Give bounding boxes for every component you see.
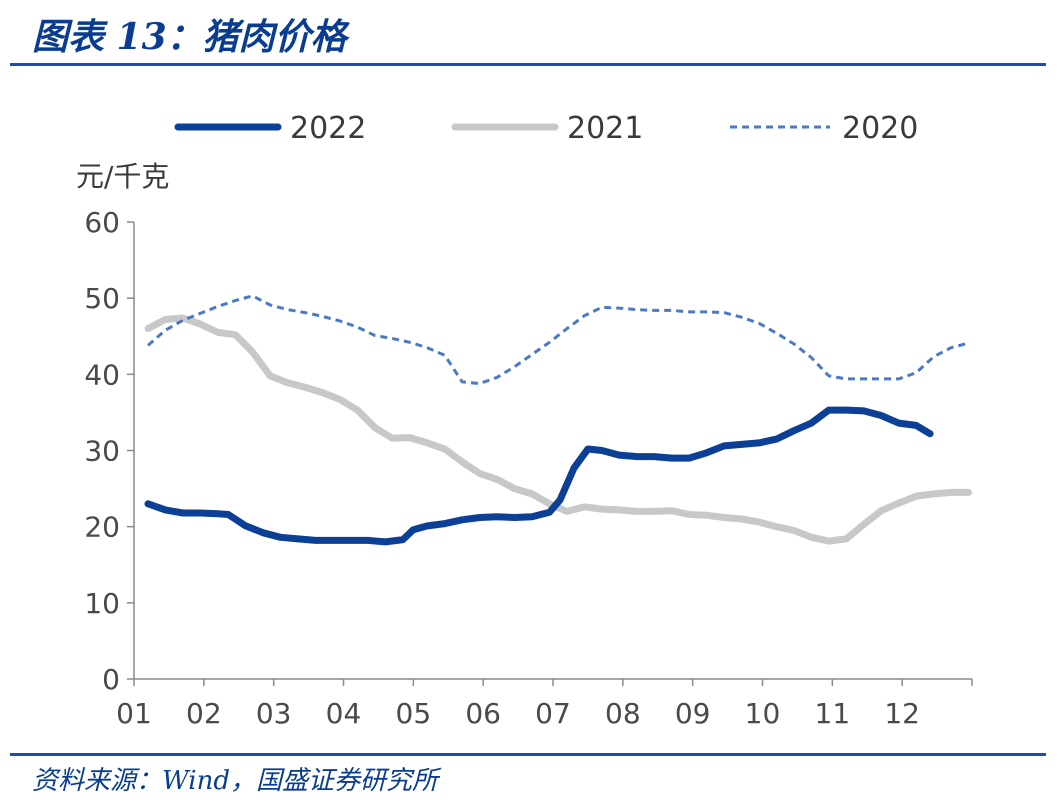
legend-label-2020: 2020 — [842, 111, 918, 146]
chart-series — [144, 294, 972, 546]
x-tick-label: 04 — [326, 697, 362, 730]
series-line-2022 — [144, 406, 934, 546]
legend-label-2022: 2022 — [290, 111, 366, 146]
y-axis-unit-label: 元/千克 — [76, 160, 169, 193]
y-tick-label: 60 — [84, 206, 120, 239]
x-tick-label: 06 — [465, 697, 501, 730]
x-tick-label: 08 — [605, 697, 641, 730]
legend-label-2021: 2021 — [567, 111, 643, 146]
chart-legend: 2022 2021 2020 — [174, 111, 918, 146]
x-tick-label: 01 — [116, 697, 152, 730]
title-divider — [10, 63, 1046, 66]
x-tick-label: 07 — [535, 697, 571, 730]
x-tick-label: 09 — [675, 697, 711, 730]
series-line-2021 — [144, 314, 972, 545]
x-tick-label: 02 — [186, 697, 222, 730]
y-tick-label: 10 — [84, 587, 120, 620]
y-tick-label: 40 — [84, 358, 120, 391]
x-tick-label: 12 — [884, 697, 920, 730]
footer-divider — [10, 753, 1046, 756]
x-tick-label: 03 — [256, 697, 292, 730]
x-tick-label: 11 — [815, 697, 851, 730]
y-tick-label: 0 — [102, 663, 120, 696]
chart-axes: 0 10 20 30 40 50 60 01 02 03 04 05 06 07 08 09 10 11 12 — [84, 206, 973, 730]
y-tick-label: 50 — [84, 282, 120, 315]
source-note: 资料来源：Wind，国盛证券研究所 — [32, 766, 438, 796]
x-tick-label: 10 — [745, 697, 781, 730]
y-tick-label: 20 — [84, 511, 120, 544]
y-tick-label: 30 — [84, 435, 120, 468]
figure-title: 图表 13：猪肉价格 — [32, 16, 347, 58]
x-tick-label: 05 — [396, 697, 432, 730]
series-line-2020 — [147, 294, 969, 385]
